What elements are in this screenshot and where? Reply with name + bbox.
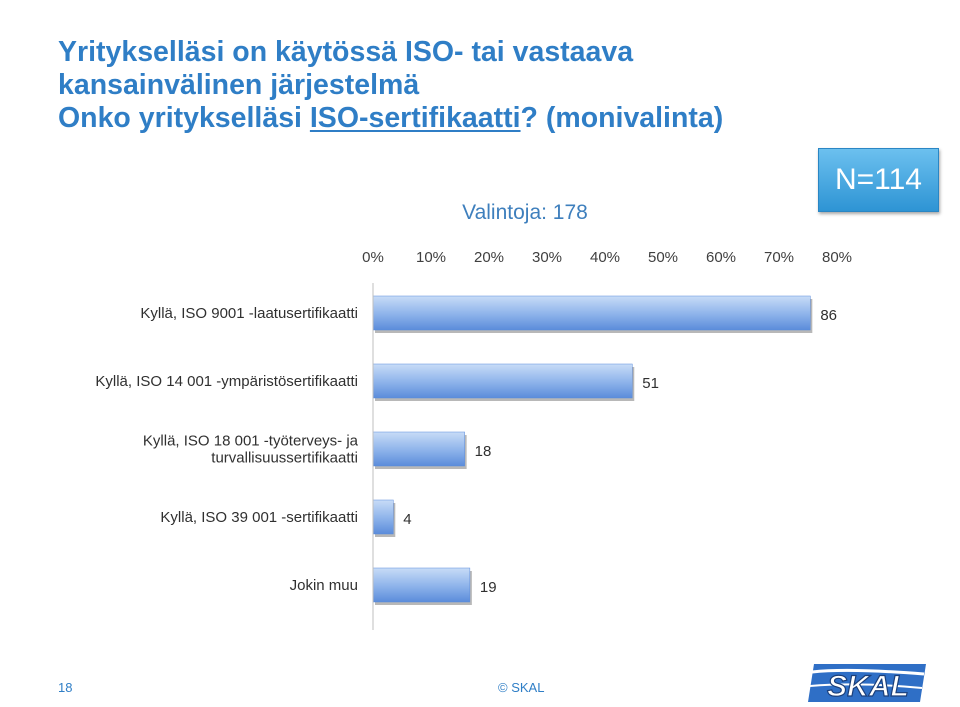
copyright-text: © SKAL [498, 680, 545, 695]
page-number: 18 [58, 680, 73, 695]
bar-value-label: 4 [403, 511, 411, 528]
question-underlined: ISO-sertifikaatti [309, 102, 521, 134]
bar [372, 295, 811, 331]
x-tick-label: 0% [362, 249, 384, 266]
title-line-1: Yritykselläsi on käytössä ISO- tai vasta… [58, 36, 634, 68]
x-tick-label: 40% [590, 249, 620, 266]
x-tick-label: 10% [416, 249, 446, 266]
category-label: Kyllä, ISO 14 001 -ympäristösertifikaatt… [95, 373, 358, 390]
x-tick-label: 60% [706, 249, 736, 266]
slide-title: Yritykselläsi on käytössä ISO- tai vasta… [58, 36, 938, 135]
bar-value-label: 18 [475, 443, 492, 460]
category-label: Kyllä, ISO 39 001 -sertifikaatti [160, 509, 358, 526]
bar-value-label: 86 [820, 307, 837, 324]
category-label: Jokin muu [290, 577, 358, 594]
x-tick-label: 50% [648, 249, 678, 266]
category-label: Kyllä, ISO 18 001 -työterveys- ja turvall… [143, 433, 359, 467]
bar [372, 431, 465, 467]
sample-size-badge: N=114 [818, 148, 939, 212]
x-tick-label: 30% [532, 249, 562, 266]
question-line: Onko yritykselläsi ISO-sertifikaatti? (m… [58, 102, 938, 135]
bar-value-label: 19 [480, 579, 497, 596]
chart-title: Valintoja: 178 [462, 201, 588, 224]
question-suffix: ? (monivalinta) [520, 102, 724, 134]
x-tick-label: 70% [764, 249, 794, 266]
title-line-2: kansainvälinen järjestelmä [58, 69, 420, 101]
x-tick-label: 20% [474, 249, 504, 266]
bar [372, 567, 471, 603]
bar [372, 363, 633, 399]
bar [372, 499, 394, 535]
question-prefix: Onko yritykselläsi [58, 102, 310, 134]
x-tick-label: 80% [822, 249, 852, 266]
skal-logo: SKAL [808, 664, 926, 704]
logo-text: SKAL [827, 670, 909, 703]
category-label: Kyllä, ISO 9001 -laatusertifikaatti [140, 305, 358, 322]
bar-value-label: 51 [642, 375, 659, 392]
